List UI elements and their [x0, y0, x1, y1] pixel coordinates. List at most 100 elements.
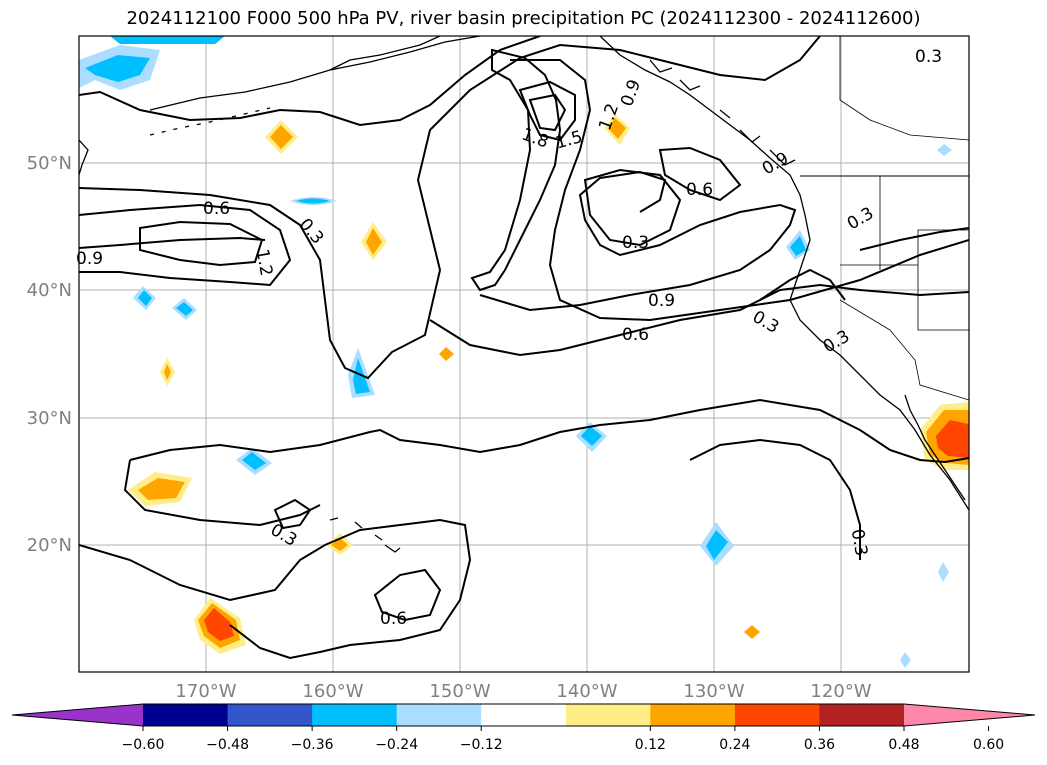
colorbar-segment	[481, 704, 567, 726]
colorbar-segment	[565, 704, 651, 726]
colorbar-tick-label: 0.48	[888, 737, 919, 753]
lon-label-170w: 170°W	[175, 681, 236, 702]
colorbar-tick-label: 0.24	[719, 737, 750, 753]
colorbar-segment	[396, 704, 482, 726]
shade-nw-dark	[85, 55, 150, 82]
shade-orange-9b	[138, 478, 185, 500]
longitude-labels: 170°W 160°W 150°W 140°W 130°W 120°W	[175, 681, 871, 702]
shade-blue-3b	[138, 290, 152, 306]
gridlines	[79, 36, 969, 672]
shade-top-strip	[110, 36, 225, 44]
contour-1.5	[528, 93, 567, 132]
lat-label-20n: 20°N	[27, 535, 72, 556]
lon-label-140w: 140°W	[556, 681, 617, 702]
shade-blue-17	[937, 144, 952, 156]
colorbar-extend-min	[12, 704, 143, 726]
contour-label: 0.6	[203, 199, 230, 219]
contour-0.6-west	[79, 203, 292, 287]
contour-label: 0.6	[380, 609, 407, 629]
contour-trough-2	[510, 59, 969, 322]
pv-contours	[79, 36, 969, 660]
contour-1.2-west	[139, 220, 264, 267]
contour-0.3-small	[273, 498, 312, 530]
contour-0.6-ne	[658, 146, 742, 202]
lon-label-150w: 150°W	[429, 681, 490, 702]
shade-blue-18	[938, 562, 949, 582]
lon-label-160w: 160°W	[302, 681, 363, 702]
precip-shading	[79, 36, 969, 668]
kamchatka-coast	[79, 139, 89, 176]
contour-0.3-ne	[583, 168, 682, 247]
colorbar-tick-label: 0.36	[804, 737, 835, 753]
lon-label-120w: 120°W	[810, 681, 871, 702]
contour-0.9-main	[479, 170, 797, 312]
colorbar-tick-label: −0.12	[460, 737, 503, 753]
contour-label: 0.6	[686, 180, 713, 200]
lon-label-130w: 130°W	[683, 681, 744, 702]
colorbar: −0.60 −0.48 −0.36 −0.24 −0.12 0.12 0.24 0.36 0.4…	[11, 703, 1036, 753]
se-alaska-bc-coast	[599, 36, 969, 511]
baja-peninsula	[904, 394, 966, 501]
shade-red-13c	[204, 608, 234, 641]
contour-0.3-south	[79, 518, 472, 660]
shade-baja-red	[936, 420, 969, 458]
contour-label: 0.3	[847, 528, 871, 558]
colorbar-tick-label: −0.48	[206, 737, 249, 753]
contour-0.3-outer	[79, 36, 541, 127]
shade-orange-14	[744, 625, 760, 639]
lat-label-30n: 30°N	[27, 408, 72, 429]
shade-blue-19	[900, 652, 911, 668]
shade-orange-1b	[270, 125, 293, 149]
lat-label-40n: 40°N	[27, 280, 72, 301]
colorbar-tick-label: −0.60	[122, 737, 165, 753]
colorbar-segment	[650, 704, 736, 726]
contour-0.6-main	[429, 283, 969, 357]
shade-blue-16b	[790, 236, 806, 256]
contour-0.3-subtrop	[129, 398, 969, 464]
contour-0.3-main	[79, 36, 821, 380]
contour-label: 0.6	[622, 325, 649, 345]
map-frame	[78, 35, 970, 673]
contour-label: 0.3	[622, 233, 649, 253]
colorbar-tick-label: 0.60	[973, 737, 1004, 753]
colorbar-segment	[227, 704, 313, 726]
contour-0.3-east-south	[689, 438, 861, 560]
lat-label-50n: 50°N	[27, 153, 72, 174]
coastlines	[79, 36, 969, 553]
state-borders	[839, 176, 969, 401]
latitude-labels: 50°N 40°N 30°N 20°N	[27, 153, 72, 556]
colorbar-segment	[819, 704, 905, 726]
shade-orange-5b	[164, 364, 171, 380]
shade-blue-ellipse-b	[296, 198, 330, 204]
shade-orange-2b	[366, 228, 382, 255]
canada-internal	[839, 36, 969, 141]
alaska-peninsula	[329, 36, 441, 71]
shade-orange-11b	[331, 538, 348, 551]
contour-0.3-coast	[759, 227, 969, 301]
contour-label: 1.2	[252, 248, 276, 278]
aleutian-dots	[149, 107, 271, 136]
colorbar-segment	[143, 704, 229, 726]
shade-blue-4b	[176, 302, 193, 316]
colorbar-segment	[312, 704, 398, 726]
contour-0.9-west	[79, 236, 266, 249]
contour-label: 0.9	[648, 291, 675, 311]
contour-trough-3	[518, 80, 576, 142]
colorbar-segment	[734, 704, 820, 726]
contour-label: 0.3	[915, 47, 942, 67]
shade-orange-15b	[608, 118, 626, 139]
map-title: 2024112100 F000 500 hPa PV, river basin …	[126, 8, 921, 29]
hawaii-islands	[329, 517, 401, 553]
colorbar-tick-label: −0.36	[291, 737, 334, 753]
shade-blue-12b	[706, 530, 728, 560]
colorbar-extend-max	[904, 704, 1035, 726]
shade-blue-8b	[242, 452, 266, 470]
bc-islands	[649, 59, 796, 166]
contour-trough-1	[470, 48, 562, 292]
contour-label: 0.9	[76, 249, 103, 269]
colorbar-tick-label: −0.24	[375, 737, 418, 753]
shade-blue-10b	[581, 426, 602, 446]
colorbar-tick-label: 0.12	[635, 737, 666, 753]
contour-0.6-south	[373, 568, 442, 622]
